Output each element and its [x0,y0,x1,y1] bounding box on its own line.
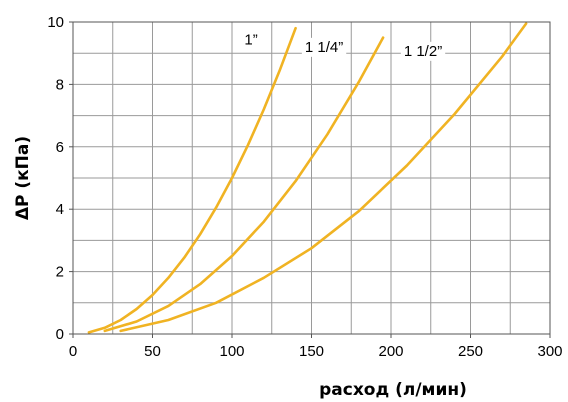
x-tick-label: 250 [458,343,483,360]
series-label: 1” [244,31,257,48]
series-label-background [241,30,261,50]
y-tick-label: 10 [47,14,64,31]
series-label: 1 1/2” [404,43,442,60]
y-axis-title: ΔP (кПа) [13,136,33,220]
series-label-background [400,41,446,61]
x-tick-label: 0 [69,343,77,360]
series-line [119,22,528,333]
series-label: 1 1/4” [305,39,343,56]
y-tick-label: 2 [56,264,64,281]
series-labels: 1” 1 1/4” 1 1/2” [241,30,446,61]
series-label-background [301,37,347,57]
y-tick-label: 6 [56,139,64,156]
y-tick-label: 0 [56,326,64,343]
tick-labels: 0 50 100 150 200 250 300 0 2 4 6 8 10 [47,14,562,360]
x-tick-label: 50 [144,343,161,360]
y-tick-label: 8 [56,76,64,93]
x-tick-label: 300 [537,343,562,360]
x-tick-label: 100 [219,343,244,360]
x-tick-label: 150 [299,343,324,360]
x-tick-label: 200 [378,343,403,360]
grid [73,22,550,334]
y-tick-label: 4 [56,201,64,218]
series-line [87,26,297,334]
series-line [103,36,385,333]
x-axis-title: расход (л/мин) [319,380,467,400]
curves [87,22,528,334]
